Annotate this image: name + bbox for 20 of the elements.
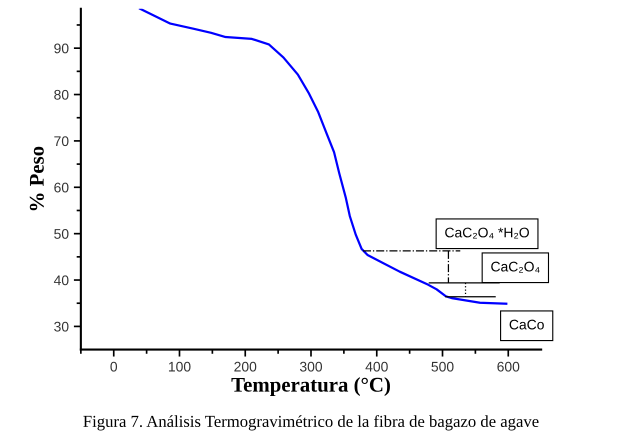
y-tick-label: 40: [54, 275, 69, 286]
annotation: CaC₂O₄: [491, 262, 540, 273]
y-tick-label: 60: [54, 182, 69, 192]
x-axis-title: Temperatura (°C): [231, 377, 390, 396]
x-tick-label: 400: [365, 362, 388, 372]
x-tick-label: 500: [431, 362, 454, 372]
y-tick-label: 80: [54, 90, 69, 100]
x-tick-label: 0: [110, 362, 118, 372]
annotation: CaCo: [510, 320, 544, 330]
x-tick-label: 300: [300, 362, 322, 372]
text: Figura 7. Análisis Termogravimétrico de la fibra de bagazo de agave: [83, 415, 539, 430]
y-tick-label: 70: [54, 136, 69, 146]
x-tick-label: 100: [168, 362, 191, 372]
y-tick-label: 50: [54, 228, 69, 239]
x-tick-label: 600: [497, 362, 520, 372]
y-tick-label: 30: [54, 322, 69, 332]
y-tick-label: 90: [54, 43, 69, 54]
y-axis-title: % Peso: [30, 146, 44, 210]
annotation: CaC₂O₄ *H₂O: [445, 228, 529, 238]
x-tick-label: 200: [234, 362, 256, 372]
